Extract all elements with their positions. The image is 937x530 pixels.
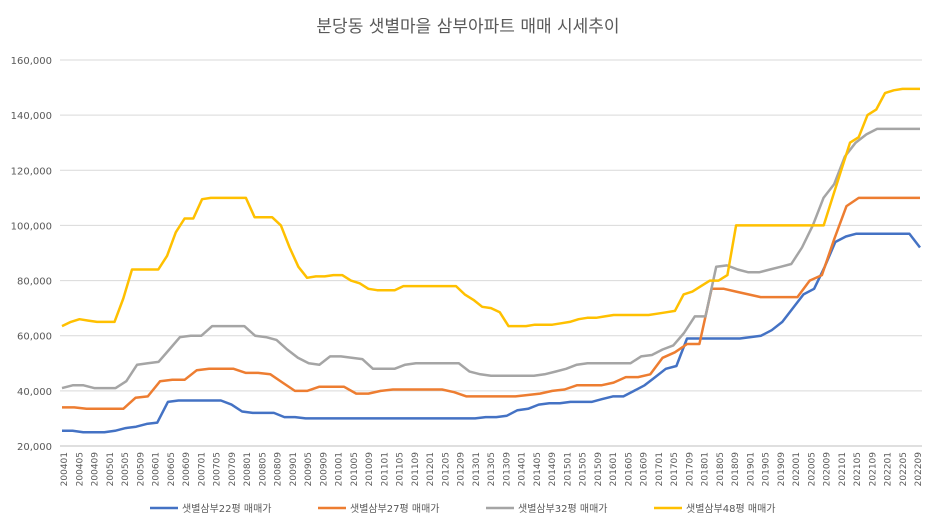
legend: 샛별삼부22평 매매가 샛별삼부27평 매매가 샛별삼부32평 매매가 샛별삼부48평… — [150, 503, 776, 515]
y-axis-tick-labels: 20,000 40,000 60,000 80,000 100,000 120,000 14… — [11, 56, 52, 453]
x-tick-label: 201805 — [716, 452, 726, 486]
x-tick-label: 202205 — [899, 452, 909, 486]
x-tick-label: 200701 — [197, 452, 207, 486]
x-tick-label: 201901 — [746, 452, 756, 486]
x-tick-label: 201705 — [670, 452, 680, 486]
y-tick-label: 120,000 — [11, 166, 52, 177]
x-tick-label: 200809 — [274, 452, 284, 487]
x-tick-label: 202005 — [807, 452, 817, 486]
y-tick-label: 140,000 — [11, 111, 52, 122]
x-tick-label: 200609 — [182, 452, 192, 487]
x-tick-label: 200909 — [319, 452, 329, 487]
series-line — [61, 127, 920, 390]
x-tick-label: 201109 — [411, 452, 421, 487]
x-tick-label: 200601 — [152, 452, 162, 486]
gridlines — [60, 59, 922, 447]
x-tick-label: 202009 — [823, 452, 833, 487]
x-tick-label: 201809 — [731, 452, 741, 487]
x-axis-tick-labels: 200401 200405 200409 200501 200505 200509 2006… — [60, 452, 924, 487]
x-tick-label: 201405 — [533, 452, 543, 486]
x-tick-label: 200409 — [91, 452, 101, 487]
x-tick-label: 201909 — [777, 452, 787, 487]
legend-label: 샛별삼부32평 매매가 — [518, 503, 608, 515]
x-tick-label: 202105 — [853, 452, 863, 486]
x-tick-label: 201105 — [396, 452, 406, 486]
y-tick-label: 80,000 — [17, 277, 52, 288]
x-tick-label: 201301 — [472, 452, 482, 486]
x-tick-label: 200709 — [228, 452, 238, 487]
x-tick-label: 201305 — [487, 452, 497, 486]
x-tick-label: 201601 — [609, 452, 619, 486]
x-tick-label: 201205 — [441, 452, 451, 486]
x-tick-label: 200405 — [75, 452, 85, 486]
x-tick-label: 201101 — [380, 452, 390, 486]
x-tick-label: 202209 — [914, 452, 924, 487]
x-tick-label: 201001 — [335, 452, 345, 486]
legend-label: 샛별삼부27평 매매가 — [350, 503, 440, 515]
series-line — [62, 196, 920, 411]
x-tick-label: 201905 — [762, 452, 772, 486]
x-tick-label: 201801 — [701, 452, 711, 486]
y-tick-label: 160,000 — [11, 56, 52, 67]
x-tick-label: 200401 — [60, 452, 70, 486]
x-tick-label: 202001 — [792, 452, 802, 486]
x-tick-label: 201505 — [579, 452, 589, 486]
x-tick-label: 201501 — [563, 452, 573, 486]
x-tick-label: 201609 — [640, 452, 650, 487]
legend-label: 샛별삼부22평 매매가 — [182, 503, 272, 515]
series-line — [61, 87, 920, 328]
x-tick-label: 202201 — [884, 452, 894, 486]
x-tick-label: 200605 — [167, 452, 177, 486]
y-tick-label: 60,000 — [17, 332, 52, 343]
x-tick-label: 200505 — [121, 452, 131, 486]
x-tick-label: 201209 — [457, 452, 467, 487]
chart-title: 분당동 샛별마을 삼부아파트 매매 시세추이 — [316, 17, 619, 37]
x-tick-label: 201309 — [502, 452, 512, 487]
y-tick-label: 40,000 — [17, 387, 52, 398]
x-tick-label: 200705 — [213, 452, 223, 486]
x-tick-label: 200801 — [243, 452, 253, 486]
x-tick-label: 201009 — [365, 452, 375, 487]
x-tick-label: 200501 — [106, 452, 116, 486]
x-tick-label: 200805 — [258, 452, 268, 486]
x-tick-label: 201409 — [548, 452, 558, 487]
x-tick-label: 201201 — [426, 452, 436, 486]
x-tick-label: 201701 — [655, 452, 665, 486]
y-tick-label: 20,000 — [17, 442, 52, 453]
x-tick-label: 201005 — [350, 452, 360, 486]
series-lines — [61, 87, 921, 434]
series-line — [62, 232, 921, 434]
x-tick-label: 201709 — [685, 452, 695, 487]
x-tick-label: 201401 — [518, 452, 528, 486]
x-tick-label: 201605 — [624, 452, 634, 486]
x-tick-label: 202109 — [868, 452, 878, 487]
x-tick-label: 200905 — [304, 452, 314, 486]
x-tick-label: 200901 — [289, 452, 299, 486]
x-tick-label: 200509 — [136, 452, 146, 487]
x-tick-label: 202101 — [838, 452, 848, 486]
x-tick-label: 201509 — [594, 452, 604, 487]
y-tick-label: 100,000 — [11, 221, 52, 232]
legend-label: 샛별삼부48평 매매가 — [686, 503, 776, 515]
